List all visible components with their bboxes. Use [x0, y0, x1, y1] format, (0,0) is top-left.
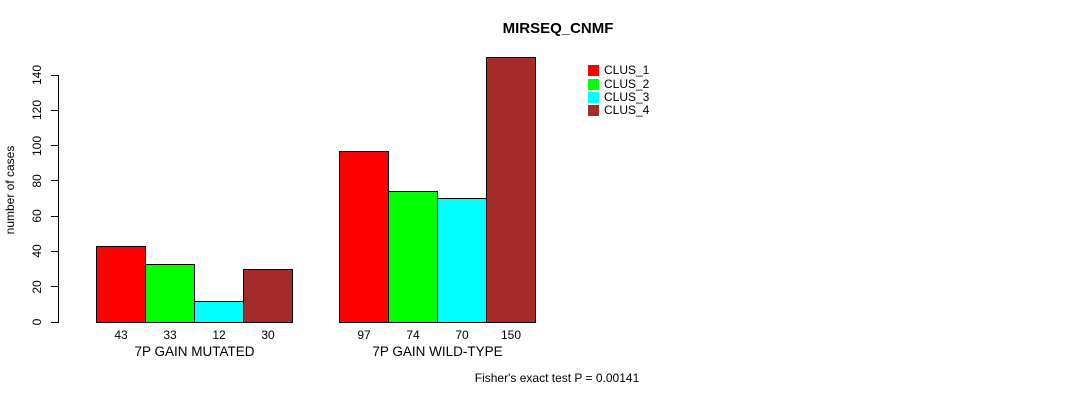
- bar-clus_4: [243, 269, 293, 323]
- bar-clus_4: [486, 57, 536, 323]
- legend-swatch: [588, 105, 599, 117]
- bar-clus_2: [388, 191, 438, 323]
- y-axis-line: [58, 75, 59, 323]
- y-tick: [51, 286, 59, 288]
- bar-value-label: 12: [212, 328, 226, 342]
- y-tick: [51, 145, 59, 147]
- y-tick: [51, 250, 59, 252]
- legend-label: CLUS_4: [604, 103, 650, 118]
- legend-item: CLUS_2: [588, 77, 649, 90]
- bar-value-label: 70: [455, 328, 469, 342]
- legend: CLUS_1 CLUS_2 CLUS_3 CLUS_4: [588, 64, 649, 118]
- y-tick: [51, 215, 59, 217]
- legend-swatch: [588, 78, 599, 90]
- legend-item: CLUS_4: [588, 104, 649, 117]
- bar-value-label: 30: [261, 328, 275, 342]
- fisher-test-annotation: Fisher's exact test P = 0.00141: [474, 371, 640, 385]
- y-tick-label: 80: [30, 174, 44, 188]
- bar-clus_3: [194, 301, 244, 323]
- y-tick: [51, 321, 59, 323]
- y-tick: [51, 109, 59, 111]
- legend-item: CLUS_1: [588, 64, 649, 77]
- legend-label: CLUS_3: [604, 89, 650, 104]
- bar-value-label: 33: [163, 328, 177, 342]
- legend-label: CLUS_2: [604, 76, 650, 91]
- bar-value-label: 97: [357, 328, 371, 342]
- y-tick-label: 0: [30, 318, 44, 326]
- y-tick-label: 100: [30, 135, 44, 156]
- bar-value-label: 74: [406, 328, 420, 342]
- legend-label: CLUS_1: [604, 63, 650, 78]
- y-tick-label: 120: [30, 100, 44, 121]
- bar-value-label: 43: [114, 328, 128, 342]
- bar-value-label: 150: [500, 328, 522, 342]
- legend-item: CLUS_3: [588, 91, 649, 104]
- y-tick: [51, 180, 59, 182]
- y-tick-label: 40: [30, 244, 44, 259]
- bar-clus_3: [437, 198, 487, 323]
- y-tick-label: 140: [30, 64, 44, 86]
- category-label: 7P GAIN WILD-TYPE: [372, 344, 503, 359]
- chart-title: MIRSEQ_CNMF: [502, 20, 614, 37]
- category-label: 7P GAIN MUTATED: [134, 344, 255, 359]
- bar-clus_1: [96, 246, 146, 323]
- legend-swatch: [588, 91, 599, 103]
- bar-clus_2: [145, 264, 195, 323]
- y-tick: [51, 74, 59, 76]
- bar-clus_1: [339, 151, 389, 323]
- legend-swatch: [588, 65, 599, 77]
- y-tick-label: 60: [30, 209, 44, 223]
- y-tick-label: 20: [30, 280, 44, 294]
